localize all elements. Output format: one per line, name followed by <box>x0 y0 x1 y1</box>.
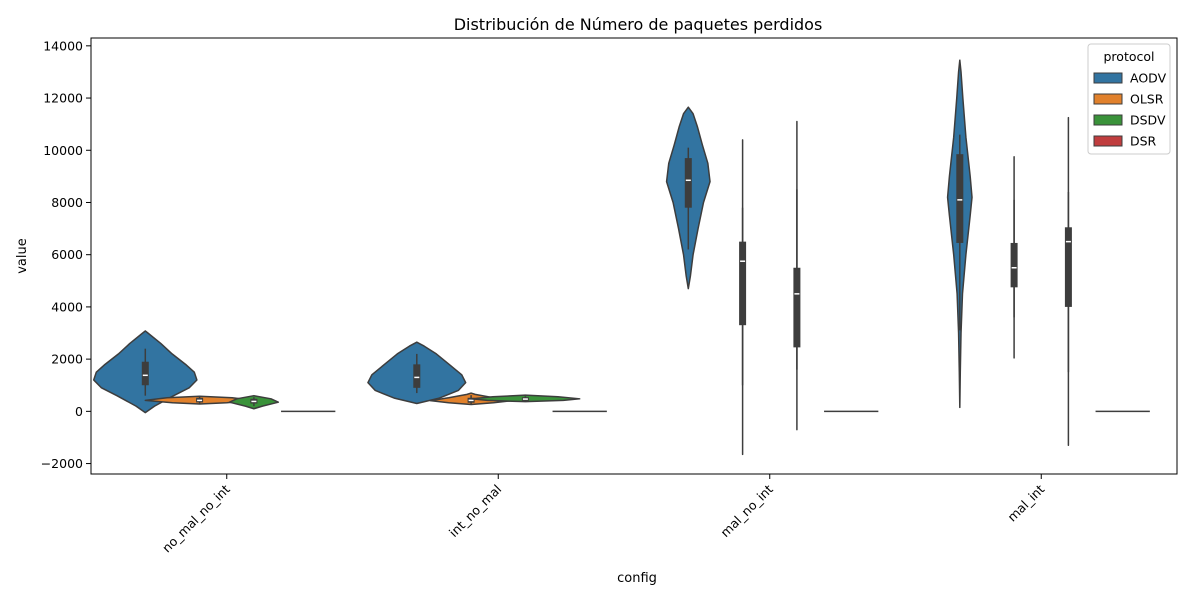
y-tick-label: 10000 <box>43 143 83 158</box>
y-axis-label: value <box>15 238 30 274</box>
x-axis: no_mal_no_int int_no_mal mal_no_int mal_int <box>159 474 1047 555</box>
violin-olsr-mal_int <box>1010 156 1018 359</box>
y-tick-label: −2000 <box>41 456 83 471</box>
legend-swatch-dsr <box>1093 135 1123 147</box>
y-tick-label: 4000 <box>51 299 83 314</box>
legend-label-aodv: AODV <box>1130 71 1167 86</box>
x-axis-label: config <box>617 571 657 586</box>
violin-dsdv-mal_no_int <box>793 120 801 431</box>
violin-dsdv-mal_int <box>1064 116 1072 447</box>
violins-layer <box>92 59 1150 456</box>
legend-swatch-olsr <box>1093 93 1123 105</box>
legend-swatch-dsdv <box>1093 114 1123 126</box>
violin-aodv-no_mal_no_int <box>92 330 198 414</box>
violin-dsdv-int_no_mal <box>470 394 581 403</box>
x-tick-label: no_mal_no_int <box>159 481 233 555</box>
x-tick-label: int_no_mal <box>446 482 504 540</box>
violin-olsr-no_mal_no_int <box>144 395 255 405</box>
violin-olsr-mal_no_int <box>739 139 747 456</box>
violin-iqr-box <box>141 361 149 386</box>
violin-iqr-box <box>739 241 747 326</box>
plot-frame <box>90 37 1178 475</box>
y-tick-label: 0 <box>75 404 83 419</box>
legend: protocol AODV OLSR DSDV DSR <box>1087 43 1171 155</box>
legend-title: protocol <box>1104 49 1155 64</box>
legend-label-dsr: DSR <box>1130 134 1157 149</box>
y-tick-label: 14000 <box>43 38 83 53</box>
chart-title: Distribución de Número de paquetes perdi… <box>454 15 823 34</box>
legend-swatch-aodv <box>1093 72 1123 84</box>
violin-aodv-mal_int <box>946 59 973 409</box>
violin-aodv-int_no_mal <box>367 341 467 405</box>
y-tick-label: 12000 <box>43 91 83 106</box>
x-tick-label: mal_int <box>1004 481 1047 524</box>
violin-iqr-box <box>1064 227 1072 307</box>
legend-label-dsdv: DSDV <box>1130 113 1166 128</box>
y-axis: −2000 0 2000 4000 6000 8000 10000 12000 14000 <box>41 38 91 471</box>
violin-iqr-box <box>413 364 421 388</box>
y-tick-label: 6000 <box>51 247 83 262</box>
violin-iqr-box <box>684 158 692 208</box>
violin-aodv-mal_no_int <box>665 106 711 290</box>
legend-label-olsr: OLSR <box>1130 92 1164 107</box>
violin-iqr-box <box>793 267 801 348</box>
violin-dsdv-no_mal_no_int <box>228 394 280 410</box>
y-tick-label: 2000 <box>51 352 83 367</box>
legend-frame <box>1087 43 1171 155</box>
x-tick-label: mal_no_int <box>717 481 776 540</box>
y-tick-label: 8000 <box>51 195 83 210</box>
violin-iqr-box <box>1010 242 1018 288</box>
violin-iqr-box <box>956 154 964 243</box>
